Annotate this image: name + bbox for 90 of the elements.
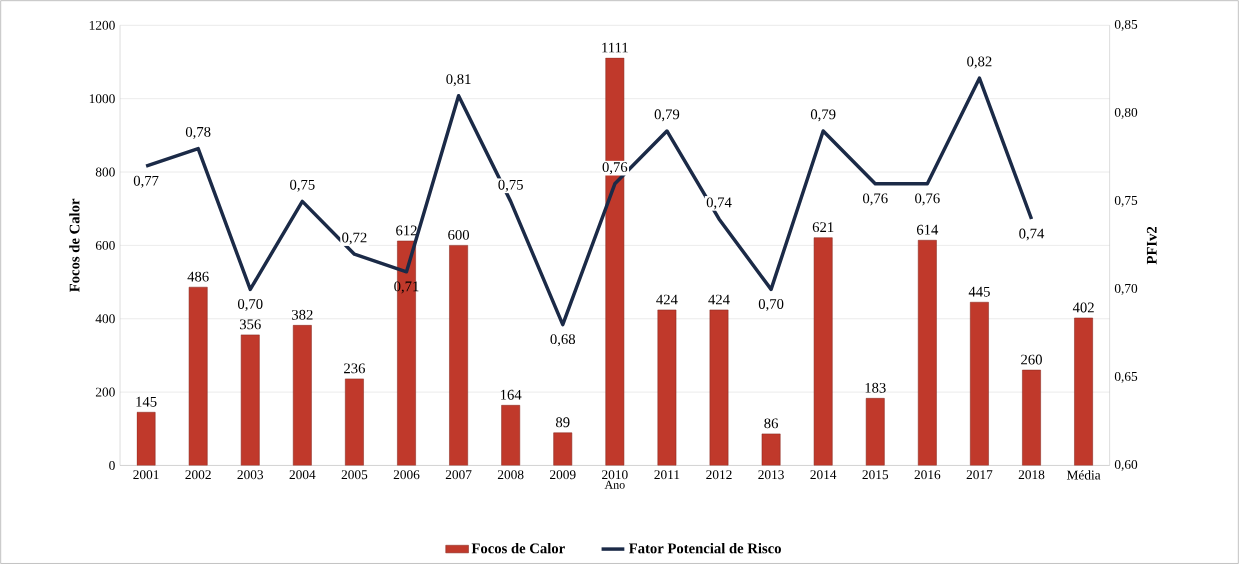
data-label: 0,68 <box>550 334 576 347</box>
bar <box>188 286 208 466</box>
x-tick-label: 2008 <box>497 470 524 480</box>
data-label: 0,76 <box>602 162 628 175</box>
x-tick-label: 2005 <box>341 470 368 480</box>
x-tick-label: 2012 <box>706 470 732 480</box>
data-label: 0,74 <box>1019 228 1045 241</box>
x-tick-label: 2013 <box>758 470 784 480</box>
data-label: 0,81 <box>446 74 471 87</box>
data-label: 0,76 <box>915 193 940 206</box>
bar <box>1074 317 1093 466</box>
data-label: 0,72 <box>342 232 367 245</box>
y2-tick-label: 0,85 <box>1114 19 1138 31</box>
bar <box>657 309 677 466</box>
data-label: 600 <box>448 229 470 240</box>
x-tick-label: 2010 <box>602 470 628 480</box>
y2-tick-label: 0,80 <box>1114 107 1138 119</box>
x-tick-label: 2003 <box>237 470 264 480</box>
data-label: 260 <box>1021 354 1042 365</box>
bar <box>553 432 573 466</box>
x-tick-label: 2002 <box>185 470 211 480</box>
y-tick-label: 400 <box>95 314 115 324</box>
data-label: 0,70 <box>237 298 263 311</box>
data-label: 236 <box>344 363 365 374</box>
x-tick-label: 2006 <box>393 470 420 480</box>
data-label: 183 <box>865 382 886 393</box>
y2-axis-title: PFIv2 <box>1146 226 1157 265</box>
x-axis-title: Ano <box>604 480 625 489</box>
x-tick-label: 2001 <box>133 470 159 480</box>
data-label: 0,75 <box>290 179 315 192</box>
y-tick-label: 1000 <box>89 94 115 104</box>
y-tick-label: 0 <box>109 460 115 470</box>
data-label: 145 <box>136 396 157 407</box>
bar <box>345 378 364 466</box>
data-label: 0,76 <box>862 193 888 206</box>
y2-tick-label: 0,75 <box>1114 195 1138 207</box>
data-label: 0,77 <box>133 175 159 188</box>
data-label: 89 <box>555 417 570 428</box>
bar <box>865 398 885 466</box>
x-tick-label: 2011 <box>654 470 680 480</box>
bar <box>501 404 521 466</box>
x-tick-label: 2004 <box>289 470 316 480</box>
bar <box>1022 369 1041 466</box>
bar <box>709 309 729 466</box>
data-label: 382 <box>292 309 313 320</box>
data-label: 621 <box>812 222 834 233</box>
data-label: 0,78 <box>185 126 211 139</box>
y2-tick-label: 0,65 <box>1114 371 1138 383</box>
y2-tick-label: 0,70 <box>1114 283 1138 295</box>
bar <box>240 334 260 466</box>
x-tick-label: 2009 <box>550 470 576 480</box>
y-tick-label: 600 <box>95 240 115 250</box>
data-label: 614 <box>916 224 939 235</box>
legend-label: Fator Potencial de Risco <box>628 542 781 554</box>
bar <box>292 325 312 466</box>
data-label: 424 <box>708 294 730 305</box>
data-label: 0,74 <box>706 197 732 210</box>
data-label: 0,79 <box>810 109 836 122</box>
data-label: 0,70 <box>758 298 784 311</box>
x-tick-label: 2007 <box>445 470 472 480</box>
x-tick-label: 2014 <box>810 470 837 480</box>
data-label: 0,82 <box>967 56 992 69</box>
x-tick-label: 2018 <box>1018 470 1045 480</box>
y-tick-label: 800 <box>95 167 115 177</box>
data-label: 1111 <box>602 42 628 53</box>
data-label: 164 <box>500 389 522 400</box>
data-label: 356 <box>239 319 261 330</box>
bar <box>449 245 468 466</box>
x-tick-label: 2015 <box>862 470 889 480</box>
data-label: 86 <box>764 418 778 429</box>
bar <box>917 239 937 466</box>
data-label: 402 <box>1072 302 1094 313</box>
y2-tick-label: 0,60 <box>1114 459 1138 471</box>
y-axis-title: Focos de Calor <box>69 198 80 292</box>
x-tick-label: Média <box>1066 470 1101 480</box>
bar <box>970 301 989 466</box>
x-tick-label: 2017 <box>966 470 993 480</box>
y-tick-label: 1200 <box>89 20 115 30</box>
x-tick-label: 2016 <box>914 470 941 480</box>
bar <box>813 237 833 466</box>
data-label: 486 <box>187 271 209 282</box>
data-label: 612 <box>396 225 417 236</box>
bar <box>136 411 156 466</box>
legend-label: Focos de Calor <box>471 542 565 554</box>
data-label: 0,75 <box>498 179 523 192</box>
bar <box>761 433 781 466</box>
data-label: 445 <box>968 286 990 297</box>
y-tick-label: 200 <box>95 387 115 397</box>
data-label: 424 <box>656 294 678 305</box>
data-label: 0,79 <box>654 109 680 122</box>
